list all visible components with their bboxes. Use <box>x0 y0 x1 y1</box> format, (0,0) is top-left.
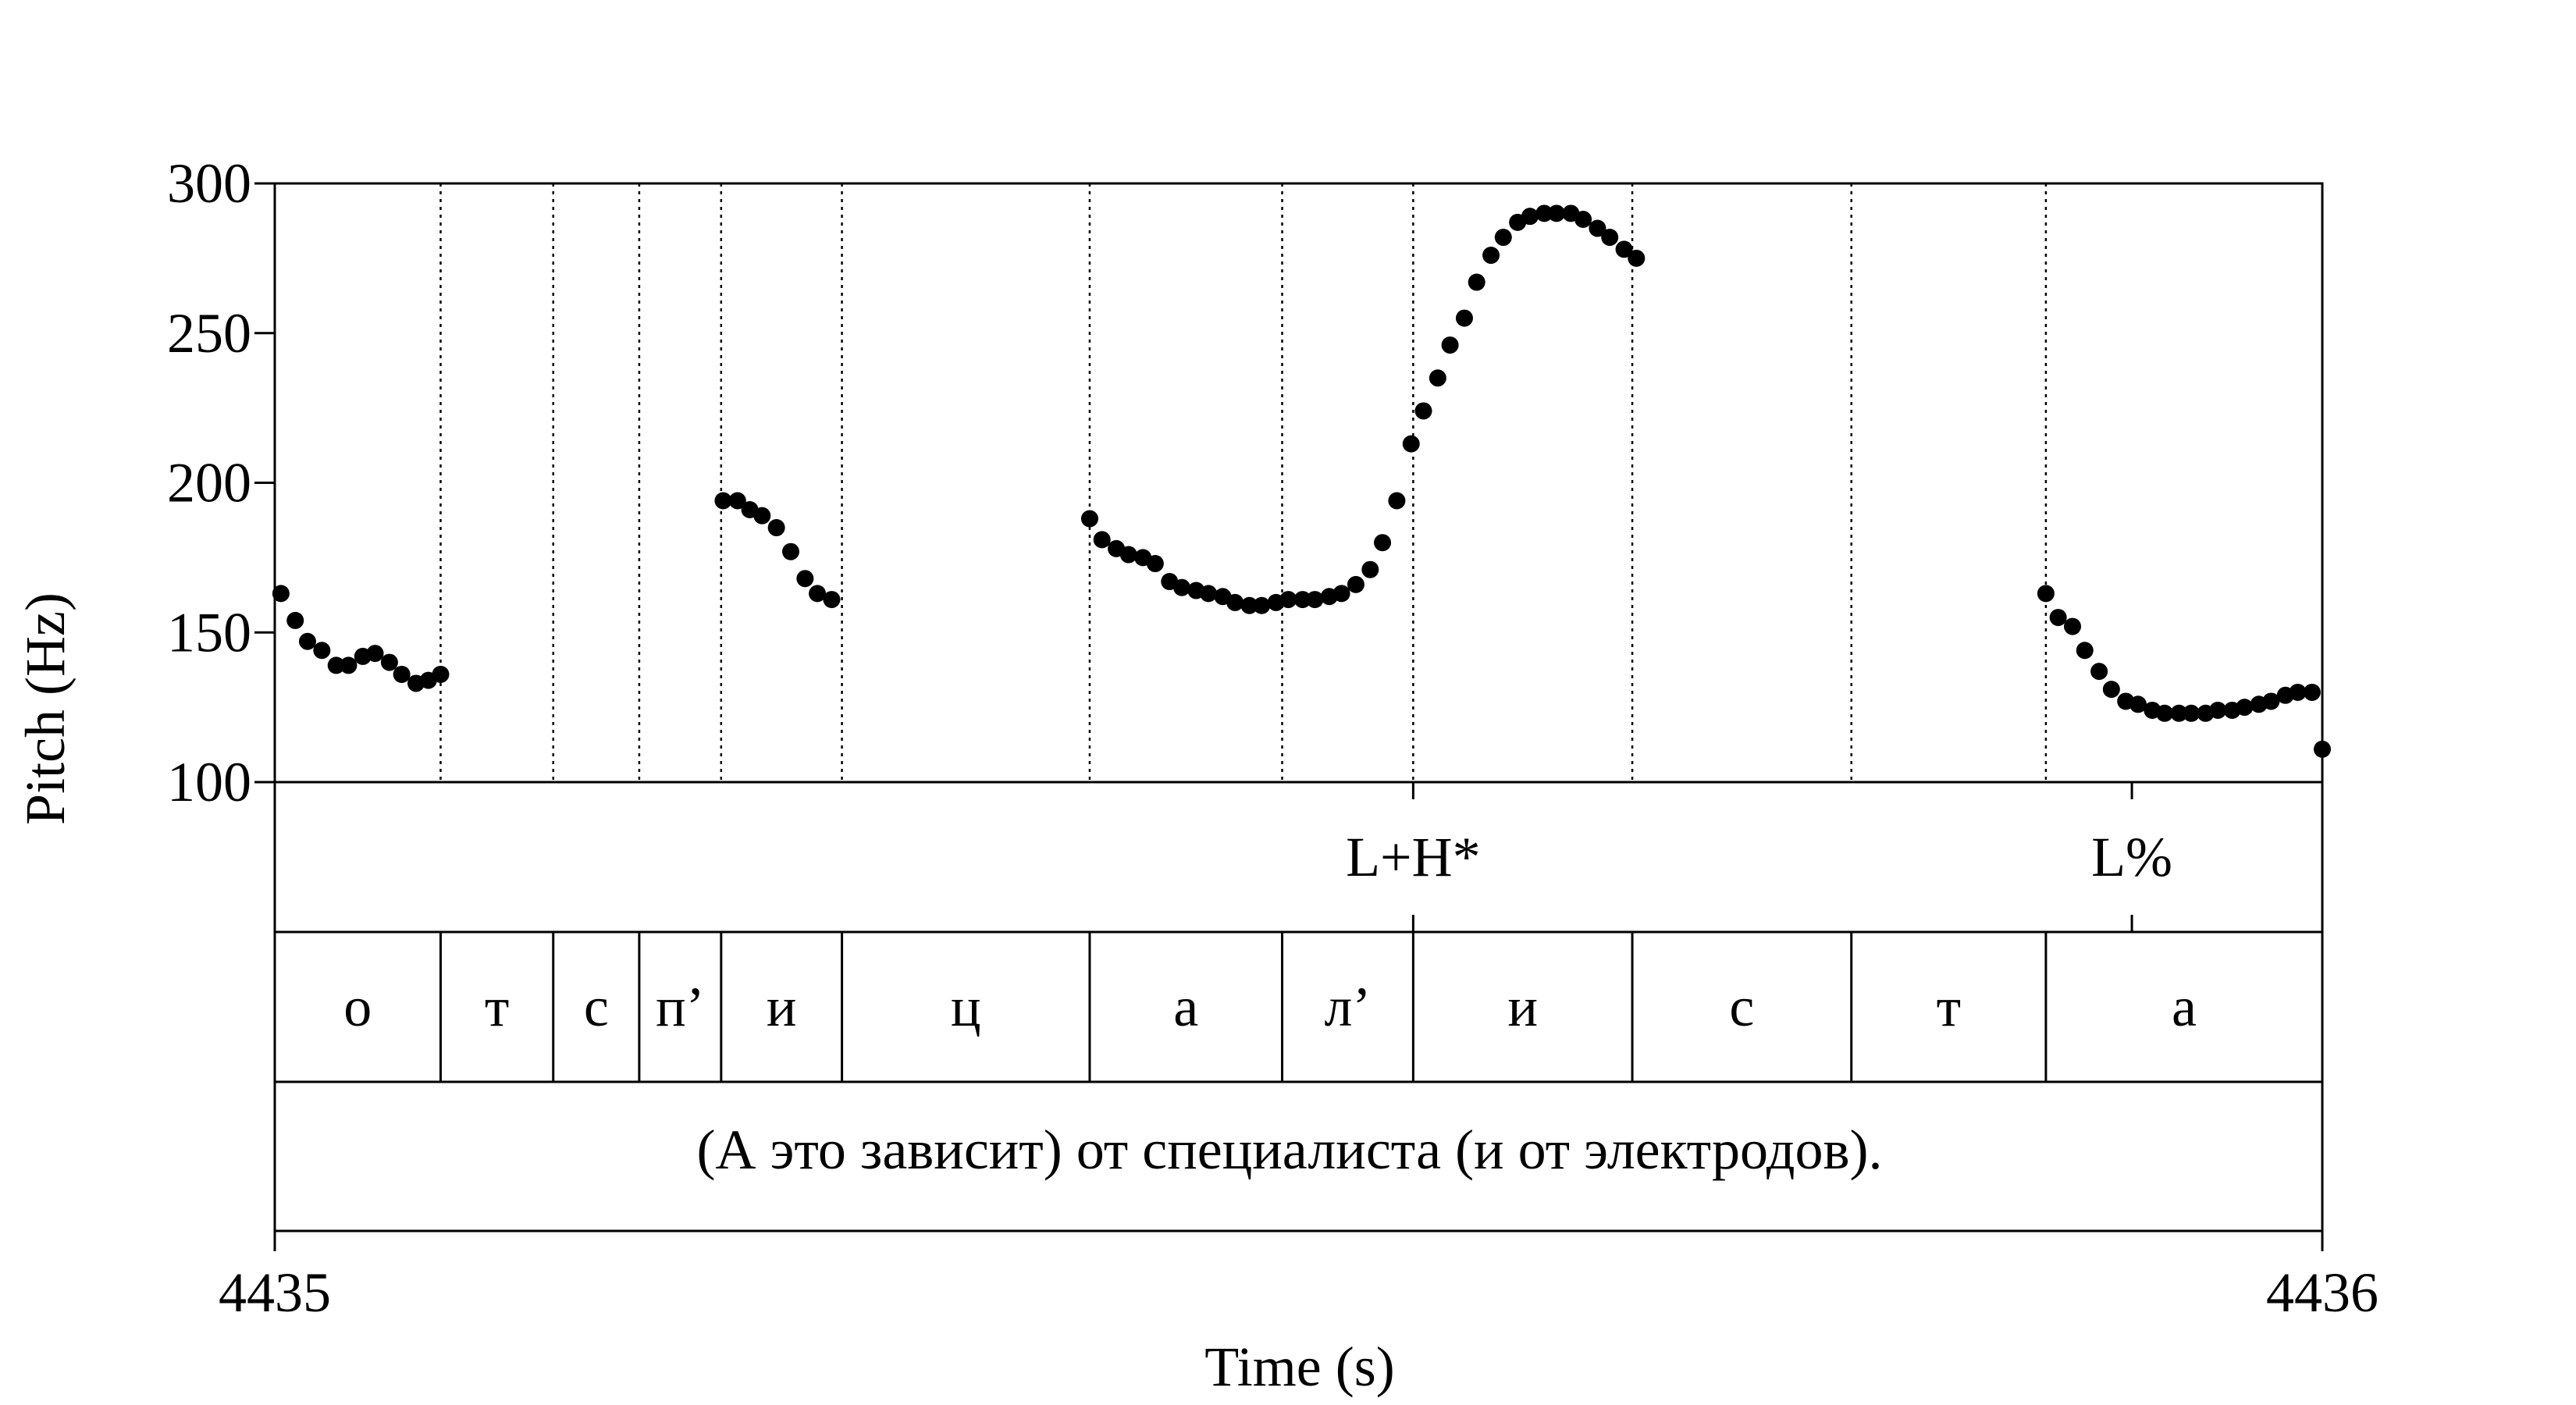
pitch-point <box>2063 617 2081 635</box>
segment-label: и <box>1507 976 1538 1038</box>
pitch-point <box>1146 555 1164 573</box>
segment-label: с <box>1729 976 1754 1038</box>
y-axis-title: Pitch (Hz) <box>14 592 76 825</box>
pitch-points <box>272 205 2331 758</box>
segment-label: ц <box>951 976 981 1038</box>
pitch-point <box>327 656 345 674</box>
pitch-point <box>1628 249 1646 267</box>
sentence-label: (А это зависит) от специалиста (и от эле… <box>697 1119 1883 1181</box>
pitch-point <box>2314 740 2331 758</box>
pitch-point <box>2209 701 2227 719</box>
y-tick-label: 150 <box>167 601 251 663</box>
segment-label: и <box>767 976 797 1038</box>
pitch-point <box>1574 211 1592 229</box>
pitch-point <box>1482 247 1500 265</box>
segment-label: с <box>584 976 609 1038</box>
pitch-point <box>1455 309 1473 327</box>
pitch-point <box>393 665 411 683</box>
pitch-point <box>1306 591 1324 609</box>
tone-label: L+H* <box>1346 826 1481 888</box>
pitch-point <box>1388 492 1406 510</box>
pitch-point <box>1521 208 1539 226</box>
pitch-point <box>1402 435 1420 453</box>
pitch-point <box>753 507 771 525</box>
pitch-point <box>728 492 746 510</box>
pitch-point <box>1589 219 1606 237</box>
pitch-point <box>1601 229 1619 247</box>
pitch-point <box>2183 704 2201 722</box>
pitch-point <box>714 492 732 510</box>
y-tick-label: 200 <box>167 452 251 514</box>
x-axis-title: Time (s) <box>1204 1336 1394 1398</box>
pitch-point <box>2170 704 2188 722</box>
x-tick-label-start: 4435 <box>219 1261 331 1324</box>
pitch-point <box>1441 336 1459 354</box>
pitch-point <box>1429 369 1446 387</box>
pitch-point <box>1240 596 1258 614</box>
y-tick-label: 100 <box>167 751 251 813</box>
pitch-point <box>767 519 785 537</box>
pitch-point <box>2156 704 2174 722</box>
pitch-point <box>823 591 841 609</box>
y-axis-ticks: 100 150 200 250 300 <box>167 152 275 813</box>
pitch-point <box>1172 578 1190 596</box>
pitch-point <box>1200 585 1218 603</box>
pitch-point <box>1347 575 1364 593</box>
pitch-point <box>2076 642 2094 660</box>
x-tick-label-end: 4436 <box>2266 1261 2379 1324</box>
segment-label: т <box>485 976 509 1038</box>
pitch-point <box>2129 695 2147 713</box>
pitch-point <box>2090 663 2108 681</box>
pitch-point <box>340 656 358 674</box>
pitch-point <box>366 645 384 663</box>
pitch-point <box>781 542 799 560</box>
pitch-point <box>313 642 331 660</box>
pitch-point <box>1293 591 1311 609</box>
segment-label: о <box>343 976 372 1038</box>
tone-tier: L+H* L% <box>1346 782 2172 932</box>
segment-label: л’ <box>1324 976 1371 1038</box>
pitch-point <box>1535 205 1553 222</box>
pitch-point <box>2102 681 2120 699</box>
pitch-point <box>298 632 316 650</box>
pitch-point <box>1615 240 1633 258</box>
pitch-point <box>1547 205 1565 222</box>
pitch-point <box>2262 692 2280 710</box>
pitch-point <box>1119 546 1137 564</box>
pitch-point <box>1279 591 1297 609</box>
pitch-point <box>1093 531 1111 549</box>
y-tick-label: 300 <box>167 152 251 215</box>
tone-label: L% <box>2091 826 2172 888</box>
pitch-point <box>796 570 814 588</box>
pitch-point <box>2303 683 2321 701</box>
pitch-point <box>286 611 304 629</box>
pitch-point <box>380 653 398 671</box>
pitch-point <box>1226 593 1244 611</box>
pitch-point <box>1374 534 1392 552</box>
pitch-point <box>2049 609 2067 627</box>
pitch-point <box>432 665 450 683</box>
pitch-point <box>1468 273 1485 291</box>
pitch-point <box>2037 585 2055 603</box>
pitch-point <box>1494 229 1512 247</box>
pitch-point <box>272 585 290 603</box>
plot-frame <box>273 182 2324 1232</box>
y-tick-label: 250 <box>167 302 251 365</box>
segment-label: п’ <box>656 976 705 1038</box>
pitch-point <box>1332 585 1350 603</box>
pitch-point <box>809 585 827 603</box>
segment-label: а <box>1173 976 1198 1038</box>
segment-boundaries <box>439 183 2048 1082</box>
segment-label: т <box>1937 976 1961 1038</box>
pitch-point <box>1253 596 1271 614</box>
segment-tier: о т с п’ и ц а л’ и с т а <box>343 976 2197 1038</box>
pitch-point <box>2236 699 2254 717</box>
pitch-point <box>1361 560 1379 578</box>
pitch-point <box>1414 402 1432 420</box>
segment-label: а <box>2172 976 2197 1038</box>
pitch-point <box>2289 683 2307 701</box>
pitch-point <box>1080 510 1098 528</box>
